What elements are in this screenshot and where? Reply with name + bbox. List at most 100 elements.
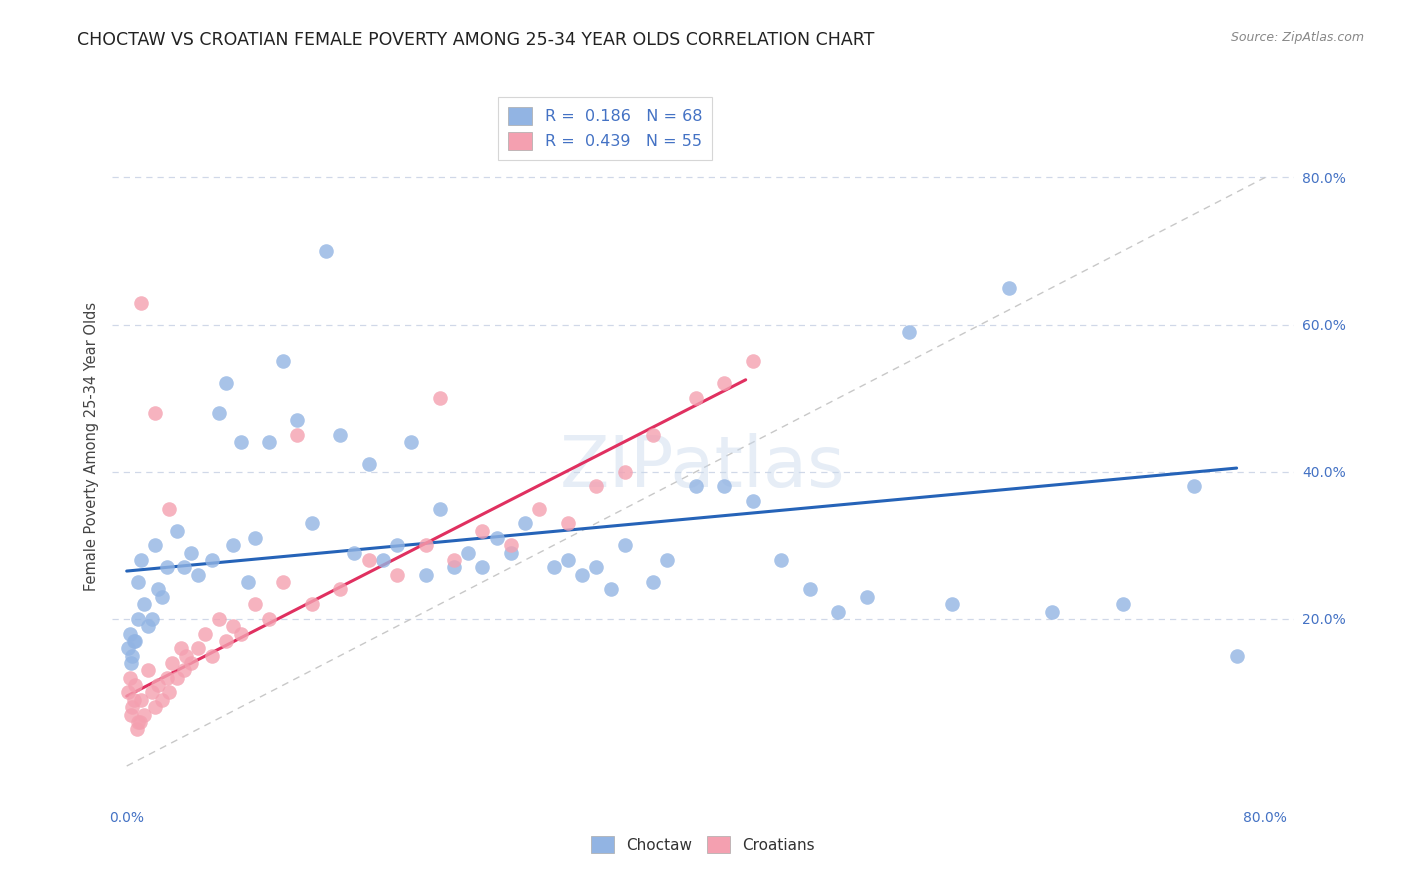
Point — [329, 428, 352, 442]
Point — [471, 560, 494, 574]
Point — [287, 428, 309, 442]
Point — [329, 582, 352, 597]
Point — [187, 641, 209, 656]
Point — [357, 458, 380, 472]
Point — [385, 567, 408, 582]
Point — [941, 597, 963, 611]
Point — [170, 641, 193, 656]
Point — [208, 612, 231, 626]
Point — [643, 575, 665, 590]
Point — [128, 714, 150, 729]
Point — [429, 391, 451, 405]
Point — [150, 693, 173, 707]
Point — [429, 501, 451, 516]
Point — [415, 567, 437, 582]
Point — [215, 634, 238, 648]
Point — [127, 575, 149, 590]
Point — [143, 406, 166, 420]
Point — [176, 648, 198, 663]
Point — [194, 626, 217, 640]
Point — [155, 560, 177, 574]
Point — [124, 634, 146, 648]
Text: Source: ZipAtlas.com: Source: ZipAtlas.com — [1230, 31, 1364, 45]
Point — [471, 524, 494, 538]
Point — [557, 553, 579, 567]
Text: ZIPatlas: ZIPatlas — [560, 433, 846, 502]
Point — [173, 560, 195, 574]
Point — [585, 560, 607, 574]
Point — [121, 648, 143, 663]
Point — [357, 553, 380, 567]
Point — [136, 664, 159, 678]
Point — [257, 435, 280, 450]
Point — [117, 641, 139, 656]
Point — [127, 612, 149, 626]
Point — [124, 678, 146, 692]
Point — [898, 325, 921, 339]
Point — [201, 553, 224, 567]
Point — [1226, 648, 1249, 663]
Point — [121, 700, 143, 714]
Point — [157, 501, 180, 516]
Point — [571, 567, 593, 582]
Point — [1182, 479, 1205, 493]
Point — [855, 590, 877, 604]
Point — [141, 685, 163, 699]
Legend: Choctaw, Croatians: Choctaw, Croatians — [585, 830, 821, 859]
Point — [713, 479, 735, 493]
Y-axis label: Female Poverty Among 25-34 Year Olds: Female Poverty Among 25-34 Year Olds — [83, 301, 98, 591]
Point — [201, 648, 224, 663]
Point — [222, 538, 245, 552]
Point — [215, 376, 238, 391]
Point — [741, 354, 763, 368]
Point — [117, 685, 139, 699]
Point — [443, 553, 465, 567]
Point — [385, 538, 408, 552]
Point — [657, 553, 679, 567]
Point — [187, 567, 209, 582]
Point — [643, 428, 665, 442]
Point — [146, 678, 169, 692]
Point — [343, 546, 366, 560]
Point — [271, 354, 294, 368]
Point — [122, 634, 145, 648]
Point — [150, 590, 173, 604]
Point — [229, 435, 252, 450]
Point — [222, 619, 245, 633]
Point — [613, 465, 636, 479]
Point — [118, 671, 141, 685]
Point — [799, 582, 821, 597]
Point — [271, 575, 294, 590]
Point — [401, 435, 423, 450]
Point — [243, 531, 266, 545]
Point — [208, 406, 231, 420]
Point — [415, 538, 437, 552]
Point — [1112, 597, 1135, 611]
Point — [136, 619, 159, 633]
Point — [125, 723, 148, 737]
Point — [157, 685, 180, 699]
Point — [998, 281, 1021, 295]
Point — [613, 538, 636, 552]
Point — [132, 707, 155, 722]
Point — [457, 546, 479, 560]
Point — [529, 501, 551, 516]
Point — [118, 626, 141, 640]
Point — [166, 524, 188, 538]
Point — [1040, 605, 1063, 619]
Point — [166, 671, 188, 685]
Point — [315, 244, 337, 258]
Point — [173, 664, 195, 678]
Point — [129, 553, 152, 567]
Point — [146, 582, 169, 597]
Point — [141, 612, 163, 626]
Point — [287, 413, 309, 427]
Point — [685, 391, 707, 405]
Point — [120, 656, 142, 670]
Point — [443, 560, 465, 574]
Point — [485, 531, 508, 545]
Point — [132, 597, 155, 611]
Point — [243, 597, 266, 611]
Point — [557, 516, 579, 531]
Point — [499, 538, 522, 552]
